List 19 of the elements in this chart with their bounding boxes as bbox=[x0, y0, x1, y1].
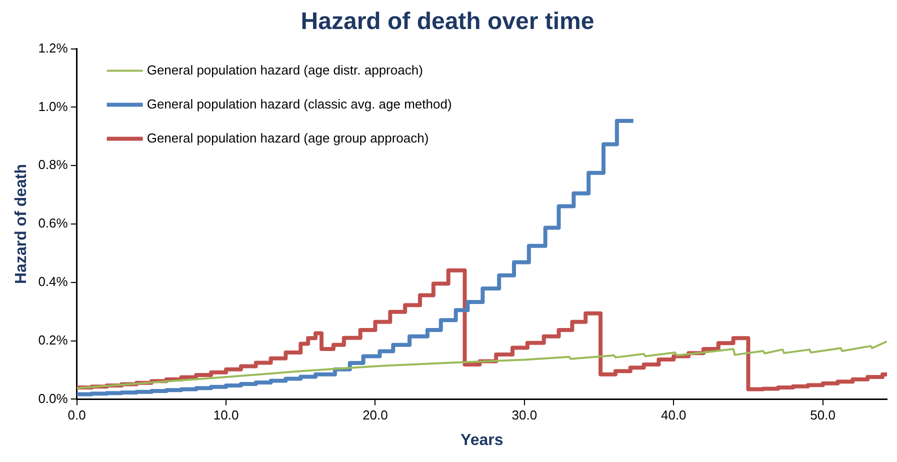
legend-label: General population hazard (age distr. approach) bbox=[146, 62, 423, 78]
x-axis-title: Years bbox=[460, 432, 504, 449]
y-tick-label: 0.6% bbox=[38, 216, 68, 231]
x-tick-label: 40.0 bbox=[660, 408, 686, 423]
y-tick-label: 0.4% bbox=[38, 274, 68, 289]
x-tick-label: 30.0 bbox=[512, 408, 538, 423]
x-tick-label: 10.0 bbox=[213, 408, 239, 423]
y-tick-label: 1.0% bbox=[38, 98, 68, 114]
x-tick-label: 0.0 bbox=[68, 408, 86, 423]
x-tick-label: 20.0 bbox=[362, 408, 388, 423]
y-tick-label: 1.2% bbox=[38, 40, 68, 56]
y-tick-label: 0.0% bbox=[38, 390, 68, 406]
y-axis-title: Hazard of death bbox=[13, 164, 30, 284]
y-tick-label: 0.8% bbox=[38, 157, 68, 172]
legend-label: General population hazard (classic avg. age method) bbox=[146, 96, 452, 112]
chart-title: Hazard of death over time bbox=[300, 8, 594, 36]
y-tick-label: 0.2% bbox=[38, 332, 68, 348]
x-tick-label: 50.0 bbox=[810, 408, 836, 423]
legend-label: General population hazard (age group approach) bbox=[146, 130, 429, 146]
